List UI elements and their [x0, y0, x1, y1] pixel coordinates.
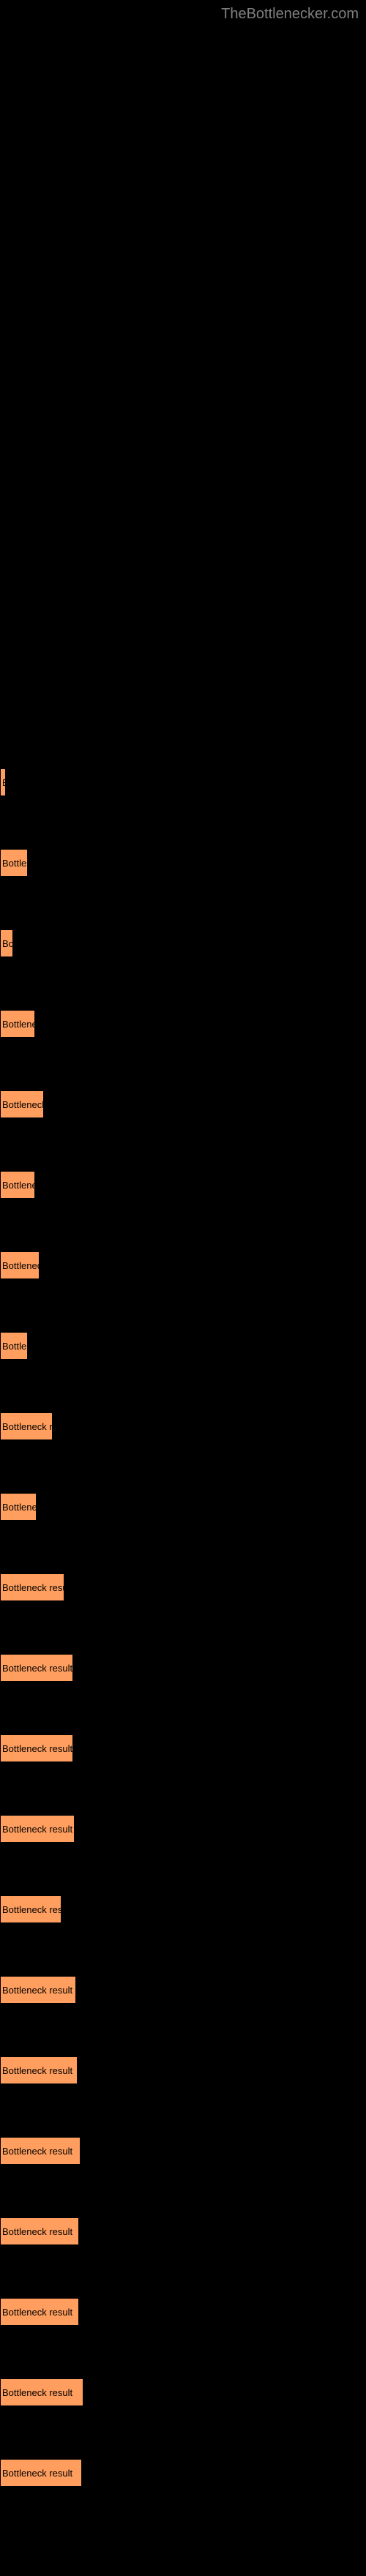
bar-row: Bottleneck result	[0, 1976, 366, 2004]
bar-row: Bottleneck result	[0, 2298, 366, 2326]
bar-row: Bottlene	[0, 1493, 366, 1521]
bar-14: Bottleneck res	[0, 1895, 61, 1923]
bar-13: Bottleneck result	[0, 1815, 75, 1843]
bar-label: Bottleneck result	[2, 1985, 72, 1996]
bar-chart: B Bottler Bo Bottlene Bottleneck Bottlen…	[0, 0, 366, 2576]
bar-label: Bottleneck result	[2, 2387, 72, 2398]
bar-label: Bottleneck result	[2, 1824, 72, 1835]
bar-label: Bottleneck result	[2, 2468, 72, 2479]
watermark-text: TheBottlenecker.com	[221, 6, 359, 23]
bar-row: Bottleneck result	[0, 2056, 366, 2084]
bar-row: Bottleneck result	[0, 2459, 366, 2487]
bar-row: Bottle	[0, 1332, 366, 1360]
bar-label: Bottleneck result	[2, 2307, 72, 2318]
bar-label: Bo	[2, 938, 13, 949]
bar-19: Bottleneck result	[0, 2298, 79, 2326]
bar-row: Bottleneck	[0, 1090, 366, 1118]
bar-label: Bottlene	[2, 1019, 35, 1030]
bar-label: Bottlenec	[2, 1260, 40, 1271]
bar-21: Bottleneck result	[0, 2459, 82, 2487]
bar-18: Bottleneck result	[0, 2217, 79, 2245]
bar-row: Bottlene	[0, 1010, 366, 1038]
bar-label: Bottleneck r	[2, 1421, 53, 1432]
bar-label: Bottleneck resu	[2, 1582, 64, 1593]
bar-label: Bottlene	[2, 1180, 35, 1191]
bar-label: Bottleneck	[2, 1099, 44, 1110]
bar-16: Bottleneck result	[0, 2056, 78, 2084]
bar-row: Bottleneck result	[0, 2378, 366, 2406]
bar-3: Bottlene	[0, 1010, 35, 1038]
bar-15: Bottleneck result	[0, 1976, 76, 2004]
bar-6: Bottlenec	[0, 1251, 40, 1279]
bar-row: Bottleneck resu	[0, 1573, 366, 1601]
bar-row: Bottleneck result	[0, 1734, 366, 1762]
bar-row: Bottlene	[0, 1171, 366, 1199]
bar-label: Bottleneck result	[2, 1663, 72, 1674]
bar-11: Bottleneck result	[0, 1654, 73, 1682]
bar-12: Bottleneck result	[0, 1734, 73, 1762]
bar-row: Bottleneck result	[0, 2137, 366, 2165]
bar-row: Bottleneck r	[0, 1412, 366, 1440]
bar-label: Bottleneck result	[2, 2226, 72, 2237]
bar-8: Bottleneck r	[0, 1412, 53, 1440]
bar-9: Bottlene	[0, 1493, 37, 1521]
bar-5: Bottlene	[0, 1171, 35, 1199]
bar-label: B	[2, 777, 6, 788]
bar-row: Bottleneck result	[0, 1654, 366, 1682]
bar-label: Bottleneck result	[2, 1743, 72, 1754]
bar-2: Bo	[0, 929, 13, 957]
bar-label: Bottleneck result	[2, 2065, 72, 2076]
bar-row: Bo	[0, 929, 366, 957]
bar-0: B	[0, 768, 6, 796]
bar-1: Bottler	[0, 849, 28, 877]
bar-4: Bottleneck	[0, 1090, 44, 1118]
bar-row: B	[0, 768, 366, 796]
bar-17: Bottleneck result	[0, 2137, 81, 2165]
bar-row: Bottler	[0, 849, 366, 877]
bar-row: Bottleneck result	[0, 1815, 366, 1843]
bar-row: Bottleneck res	[0, 1895, 366, 1923]
bar-row: Bottleneck result	[0, 2217, 366, 2245]
bar-label: Bottler	[2, 858, 28, 869]
bar-row: Bottlenec	[0, 1251, 366, 1279]
bar-10: Bottleneck resu	[0, 1573, 64, 1601]
bar-label: Bottleneck res	[2, 1904, 61, 1915]
bar-label: Bottle	[2, 1341, 26, 1352]
bar-label: Bottlene	[2, 1502, 37, 1513]
bar-label: Bottleneck result	[2, 2146, 72, 2157]
bar-20: Bottleneck result	[0, 2378, 83, 2406]
bar-7: Bottle	[0, 1332, 28, 1360]
